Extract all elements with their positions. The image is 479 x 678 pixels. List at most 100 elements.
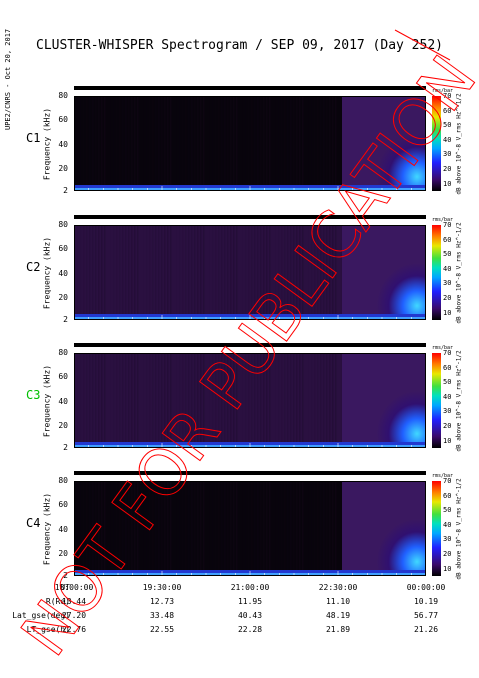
striation bbox=[191, 481, 193, 576]
striation bbox=[317, 353, 319, 448]
y-tick-label: 80 bbox=[58, 220, 68, 229]
spectrogram-plot bbox=[74, 353, 426, 448]
striation bbox=[98, 481, 100, 576]
striation bbox=[308, 96, 310, 191]
striation bbox=[80, 481, 82, 576]
striation bbox=[314, 353, 316, 448]
striation bbox=[95, 96, 97, 191]
colorbar-tick-label: 70 bbox=[443, 221, 452, 229]
colorbar-tick-label: 70 bbox=[443, 349, 452, 357]
striation bbox=[164, 481, 166, 576]
striation bbox=[200, 481, 202, 576]
colorbar-tick-label: 50 bbox=[443, 506, 452, 515]
striation bbox=[176, 353, 178, 448]
striation bbox=[218, 353, 220, 448]
striation bbox=[326, 96, 328, 191]
striation bbox=[131, 353, 133, 448]
plot-frame bbox=[74, 353, 426, 448]
panel-top-bar bbox=[74, 86, 426, 90]
striation bbox=[242, 481, 244, 576]
striation bbox=[257, 96, 259, 191]
striation bbox=[98, 353, 100, 448]
x-row-value: 10.19 bbox=[413, 597, 439, 606]
striation bbox=[131, 481, 133, 576]
emission-blob bbox=[336, 225, 426, 320]
striation bbox=[209, 481, 211, 576]
striation bbox=[233, 481, 235, 576]
x-row-value: 40.43 bbox=[237, 611, 263, 620]
striation bbox=[164, 96, 166, 191]
colorbar-tick-label: 20 bbox=[443, 294, 452, 303]
x-row-value: 21.26 bbox=[413, 625, 439, 634]
colorbar-note: rms/bar bbox=[432, 345, 454, 351]
x-tick-label: 19:30:00 bbox=[142, 583, 182, 592]
striation bbox=[116, 481, 118, 576]
striation bbox=[113, 481, 115, 576]
striation bbox=[134, 225, 136, 320]
striation bbox=[320, 481, 322, 576]
striation bbox=[125, 96, 127, 191]
striation bbox=[182, 481, 184, 576]
striation bbox=[161, 225, 163, 320]
striation bbox=[110, 353, 112, 448]
striation bbox=[185, 96, 187, 191]
colorbar-tick-label: 30 bbox=[443, 407, 452, 416]
striation bbox=[167, 353, 169, 448]
striation bbox=[149, 481, 151, 576]
colorbar-tick-label: 10 bbox=[443, 436, 452, 445]
striation bbox=[86, 481, 88, 576]
striation bbox=[92, 96, 94, 191]
striation bbox=[281, 96, 283, 191]
colorbar-label: dB above 10^-8 V_rms Hz^-1/2 bbox=[455, 477, 463, 580]
striation bbox=[293, 96, 295, 191]
striation bbox=[296, 481, 298, 576]
striation bbox=[185, 353, 187, 448]
striation bbox=[320, 353, 322, 448]
panel-c2: C2 Frequency (kHz) 2 20 40 60 80 rms/bar 10 20 30 4… bbox=[0, 215, 479, 327]
striation bbox=[188, 481, 190, 576]
striation bbox=[155, 353, 157, 448]
striation bbox=[176, 481, 178, 576]
striation bbox=[248, 96, 250, 191]
spectrogram-plot bbox=[74, 96, 426, 191]
y-tick-label: 2 bbox=[63, 186, 68, 195]
striation bbox=[137, 225, 139, 320]
striation bbox=[92, 353, 94, 448]
striation bbox=[251, 353, 253, 448]
emission-blob bbox=[336, 353, 426, 448]
striation bbox=[128, 353, 130, 448]
striation bbox=[278, 96, 280, 191]
striation bbox=[113, 225, 115, 320]
striation bbox=[77, 481, 79, 576]
x-tick-label: 22:30:00 bbox=[318, 583, 358, 592]
striation bbox=[200, 225, 202, 320]
striation bbox=[245, 481, 247, 576]
striation bbox=[80, 96, 82, 191]
striation bbox=[308, 225, 310, 320]
striation bbox=[158, 225, 160, 320]
striation bbox=[134, 353, 136, 448]
panel-top-bar bbox=[74, 471, 426, 475]
striation bbox=[335, 481, 337, 576]
striation bbox=[251, 225, 253, 320]
striation bbox=[188, 225, 190, 320]
striation bbox=[323, 225, 325, 320]
striation bbox=[98, 225, 100, 320]
x-row-value: 56.77 bbox=[413, 611, 439, 620]
striation bbox=[293, 353, 295, 448]
striation bbox=[215, 353, 217, 448]
striation bbox=[311, 96, 313, 191]
striation bbox=[227, 481, 229, 576]
x-row-value: 27.20 bbox=[61, 611, 87, 620]
y-tick-label: 20 bbox=[58, 549, 68, 559]
colorbar-tick-label: 40 bbox=[443, 264, 452, 273]
striation bbox=[212, 353, 214, 448]
striation bbox=[281, 353, 283, 448]
striation bbox=[116, 225, 118, 320]
striation bbox=[170, 481, 172, 576]
striation bbox=[83, 481, 85, 576]
colorbar-tick-label: 10 bbox=[443, 179, 452, 188]
striation bbox=[134, 481, 136, 576]
striation bbox=[185, 481, 187, 576]
striation bbox=[236, 353, 238, 448]
